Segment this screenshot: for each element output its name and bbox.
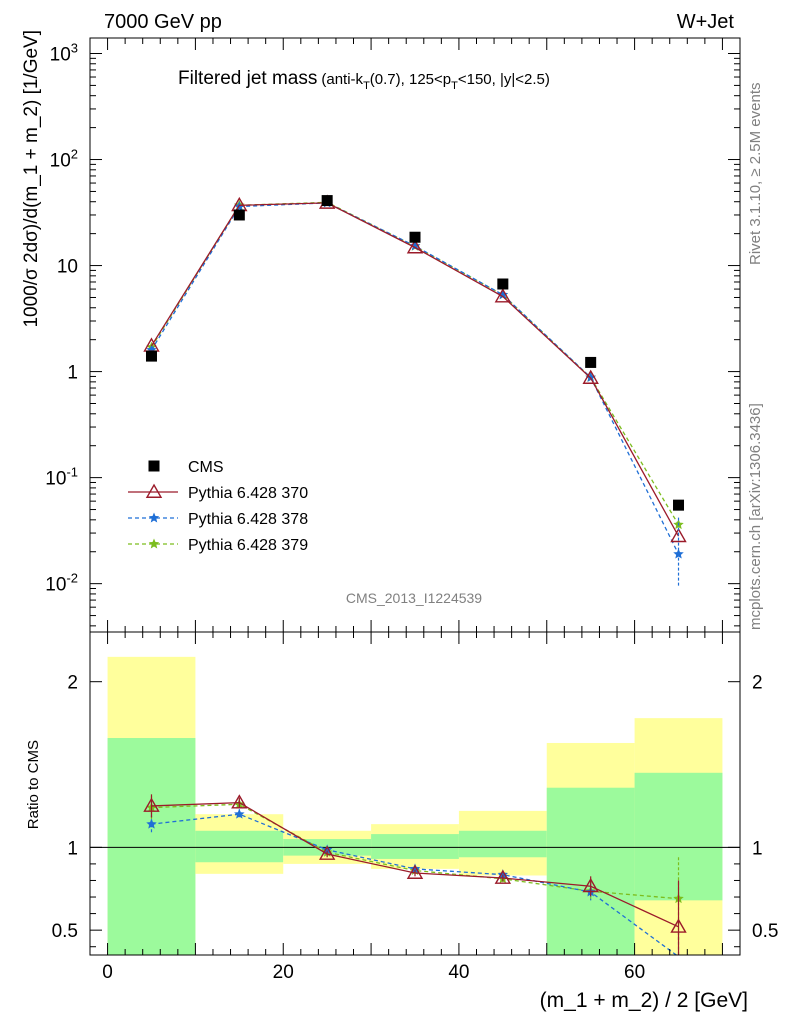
series-py378 xyxy=(146,197,684,559)
series-cms xyxy=(145,195,685,511)
data-point-triangle xyxy=(582,369,599,384)
legend-entry-py370: Pythia 6.428 370 xyxy=(128,483,308,502)
legend: CMS Pythia 6.428 370 Pythia 6.428 378 Pythi… xyxy=(128,459,308,554)
main-ytick-label: 10 xyxy=(57,257,78,278)
ratio-ytick-label-right: 1 xyxy=(752,838,763,859)
ratio-band-inner xyxy=(195,830,284,863)
header-left: 7000 GeV pp xyxy=(104,11,222,33)
legend-label: CMS xyxy=(188,459,224,476)
ratio-frame xyxy=(89,631,741,956)
ratio-bands xyxy=(107,656,723,955)
rivet-version-text: Rivet 3.1.10, ≥ 2.5M events xyxy=(747,83,764,266)
data-point-star xyxy=(497,289,509,300)
data-point-square xyxy=(409,231,421,243)
data-point-triangle xyxy=(143,797,160,812)
ratio-xtick-label: 60 xyxy=(624,962,645,983)
ratio-band-inner xyxy=(107,738,196,955)
legend-label: Pythia 6.428 370 xyxy=(188,485,308,502)
data-point-square xyxy=(321,195,333,207)
ratio-band-inner xyxy=(546,787,635,955)
legend-entry-cms: CMS xyxy=(148,459,224,476)
plot-title-cuts-suffix: <150, |y|<2.5) xyxy=(458,71,550,88)
data-point-triangle xyxy=(582,877,599,893)
data-point-square xyxy=(585,356,597,368)
ratio-ytick-label-left: 2 xyxy=(67,673,78,694)
main-ytick-label-base: 10 xyxy=(45,575,66,596)
data-point-square xyxy=(497,278,509,290)
plot-title: Filtered jet mass (anti-kT(0.7), 125<pT<1… xyxy=(178,68,550,92)
ratio-ylabel: Ratio to CMS xyxy=(25,740,42,829)
main-ylabel: 1000/σ 2dσ)/d(m_1 + m_2) [1/GeV] xyxy=(21,30,42,328)
data-point-triangle xyxy=(670,918,687,933)
data-point-star xyxy=(585,371,596,382)
main-ytick-label: 10-1 xyxy=(45,465,78,490)
ratio-panel: 0.5 0.51 12 20 20 40 60 xyxy=(52,631,778,983)
data-point-triangle xyxy=(231,794,248,809)
plot-title-main: Filtered jet mass xyxy=(178,68,317,89)
data-point-triangle xyxy=(406,864,424,879)
legend-label: Pythia 6.428 378 xyxy=(188,511,308,528)
ratio-ytick-label-right: 2 xyxy=(752,673,763,694)
ratio-xtick-label: 20 xyxy=(273,962,294,983)
data-point-star xyxy=(409,240,421,251)
data-point-square xyxy=(233,209,245,221)
data-point-triangle xyxy=(670,527,687,543)
main-ytick-label-base: 10 xyxy=(45,469,66,490)
ratio-series-py370 xyxy=(143,794,687,955)
ratio-ytick-label-right: 0.5 xyxy=(752,921,778,942)
data-point-triangle xyxy=(494,288,512,303)
header-right: W+Jet xyxy=(677,11,735,33)
main-ytick-label: 103 xyxy=(50,40,78,65)
main-ytick-label: 102 xyxy=(50,147,78,172)
data-point-star xyxy=(148,538,160,549)
ratio-ytick-label-left: 0.5 xyxy=(52,921,78,942)
main-ytick-label-exp: 2 xyxy=(71,147,78,162)
main-ytick-label: 10-2 xyxy=(45,571,78,596)
series-line-py370 xyxy=(150,202,680,537)
data-point-star xyxy=(148,512,160,523)
main-ytick-label-exp: -2 xyxy=(66,571,78,586)
plot-title-cuts-sub: T xyxy=(363,80,370,92)
plot-title-cuts-sub2: T xyxy=(451,80,458,92)
legend-label: Pythia 6.428 379 xyxy=(188,537,308,554)
ratio-xlabel: (m_1 + m_2) / 2 [GeV] xyxy=(540,989,748,1012)
main-ytick-label-base: 10 xyxy=(50,44,71,65)
plot-title-cuts-mid: (0.7), 125<p xyxy=(370,71,451,88)
data-point-triangle xyxy=(406,239,424,254)
ratio-ytick-label-left: 1 xyxy=(67,838,78,859)
data-point-triangle xyxy=(318,845,336,860)
ratio-xtick-label: 0 xyxy=(102,962,113,983)
main-ytick-label-base: 10 xyxy=(57,257,78,278)
main-ytick-label-base: 1 xyxy=(67,363,78,384)
ratio-xtick-label: 40 xyxy=(448,962,469,983)
data-point-star xyxy=(234,808,245,819)
series-line-py379 xyxy=(150,201,680,526)
analysis-id: CMS_2013_I1224539 xyxy=(346,590,482,606)
main-ytick-label-base: 10 xyxy=(50,151,71,172)
legend-entry-py378: Pythia 6.428 378 xyxy=(128,511,308,528)
main-ytick-label-exp: -1 xyxy=(66,465,78,480)
ratio-band-inner xyxy=(371,834,459,859)
ratio-band-inner xyxy=(458,830,547,858)
plot-title-cuts-prefix: (anti-k xyxy=(321,71,363,88)
main-ytick-label-exp: 3 xyxy=(71,40,78,55)
data-point-triangle xyxy=(494,869,512,884)
data-point-square xyxy=(145,350,157,362)
data-point-star xyxy=(146,818,157,829)
legend-entry-py379: Pythia 6.428 379 xyxy=(128,537,308,554)
main-ytick-label: 1 xyxy=(67,363,78,384)
data-point-square xyxy=(148,460,160,472)
mcplots-text: mcplots.cern.ch [arXiv:1306.3436] xyxy=(747,403,764,630)
data-point-triangle xyxy=(145,483,163,498)
data-point-square xyxy=(673,499,685,511)
